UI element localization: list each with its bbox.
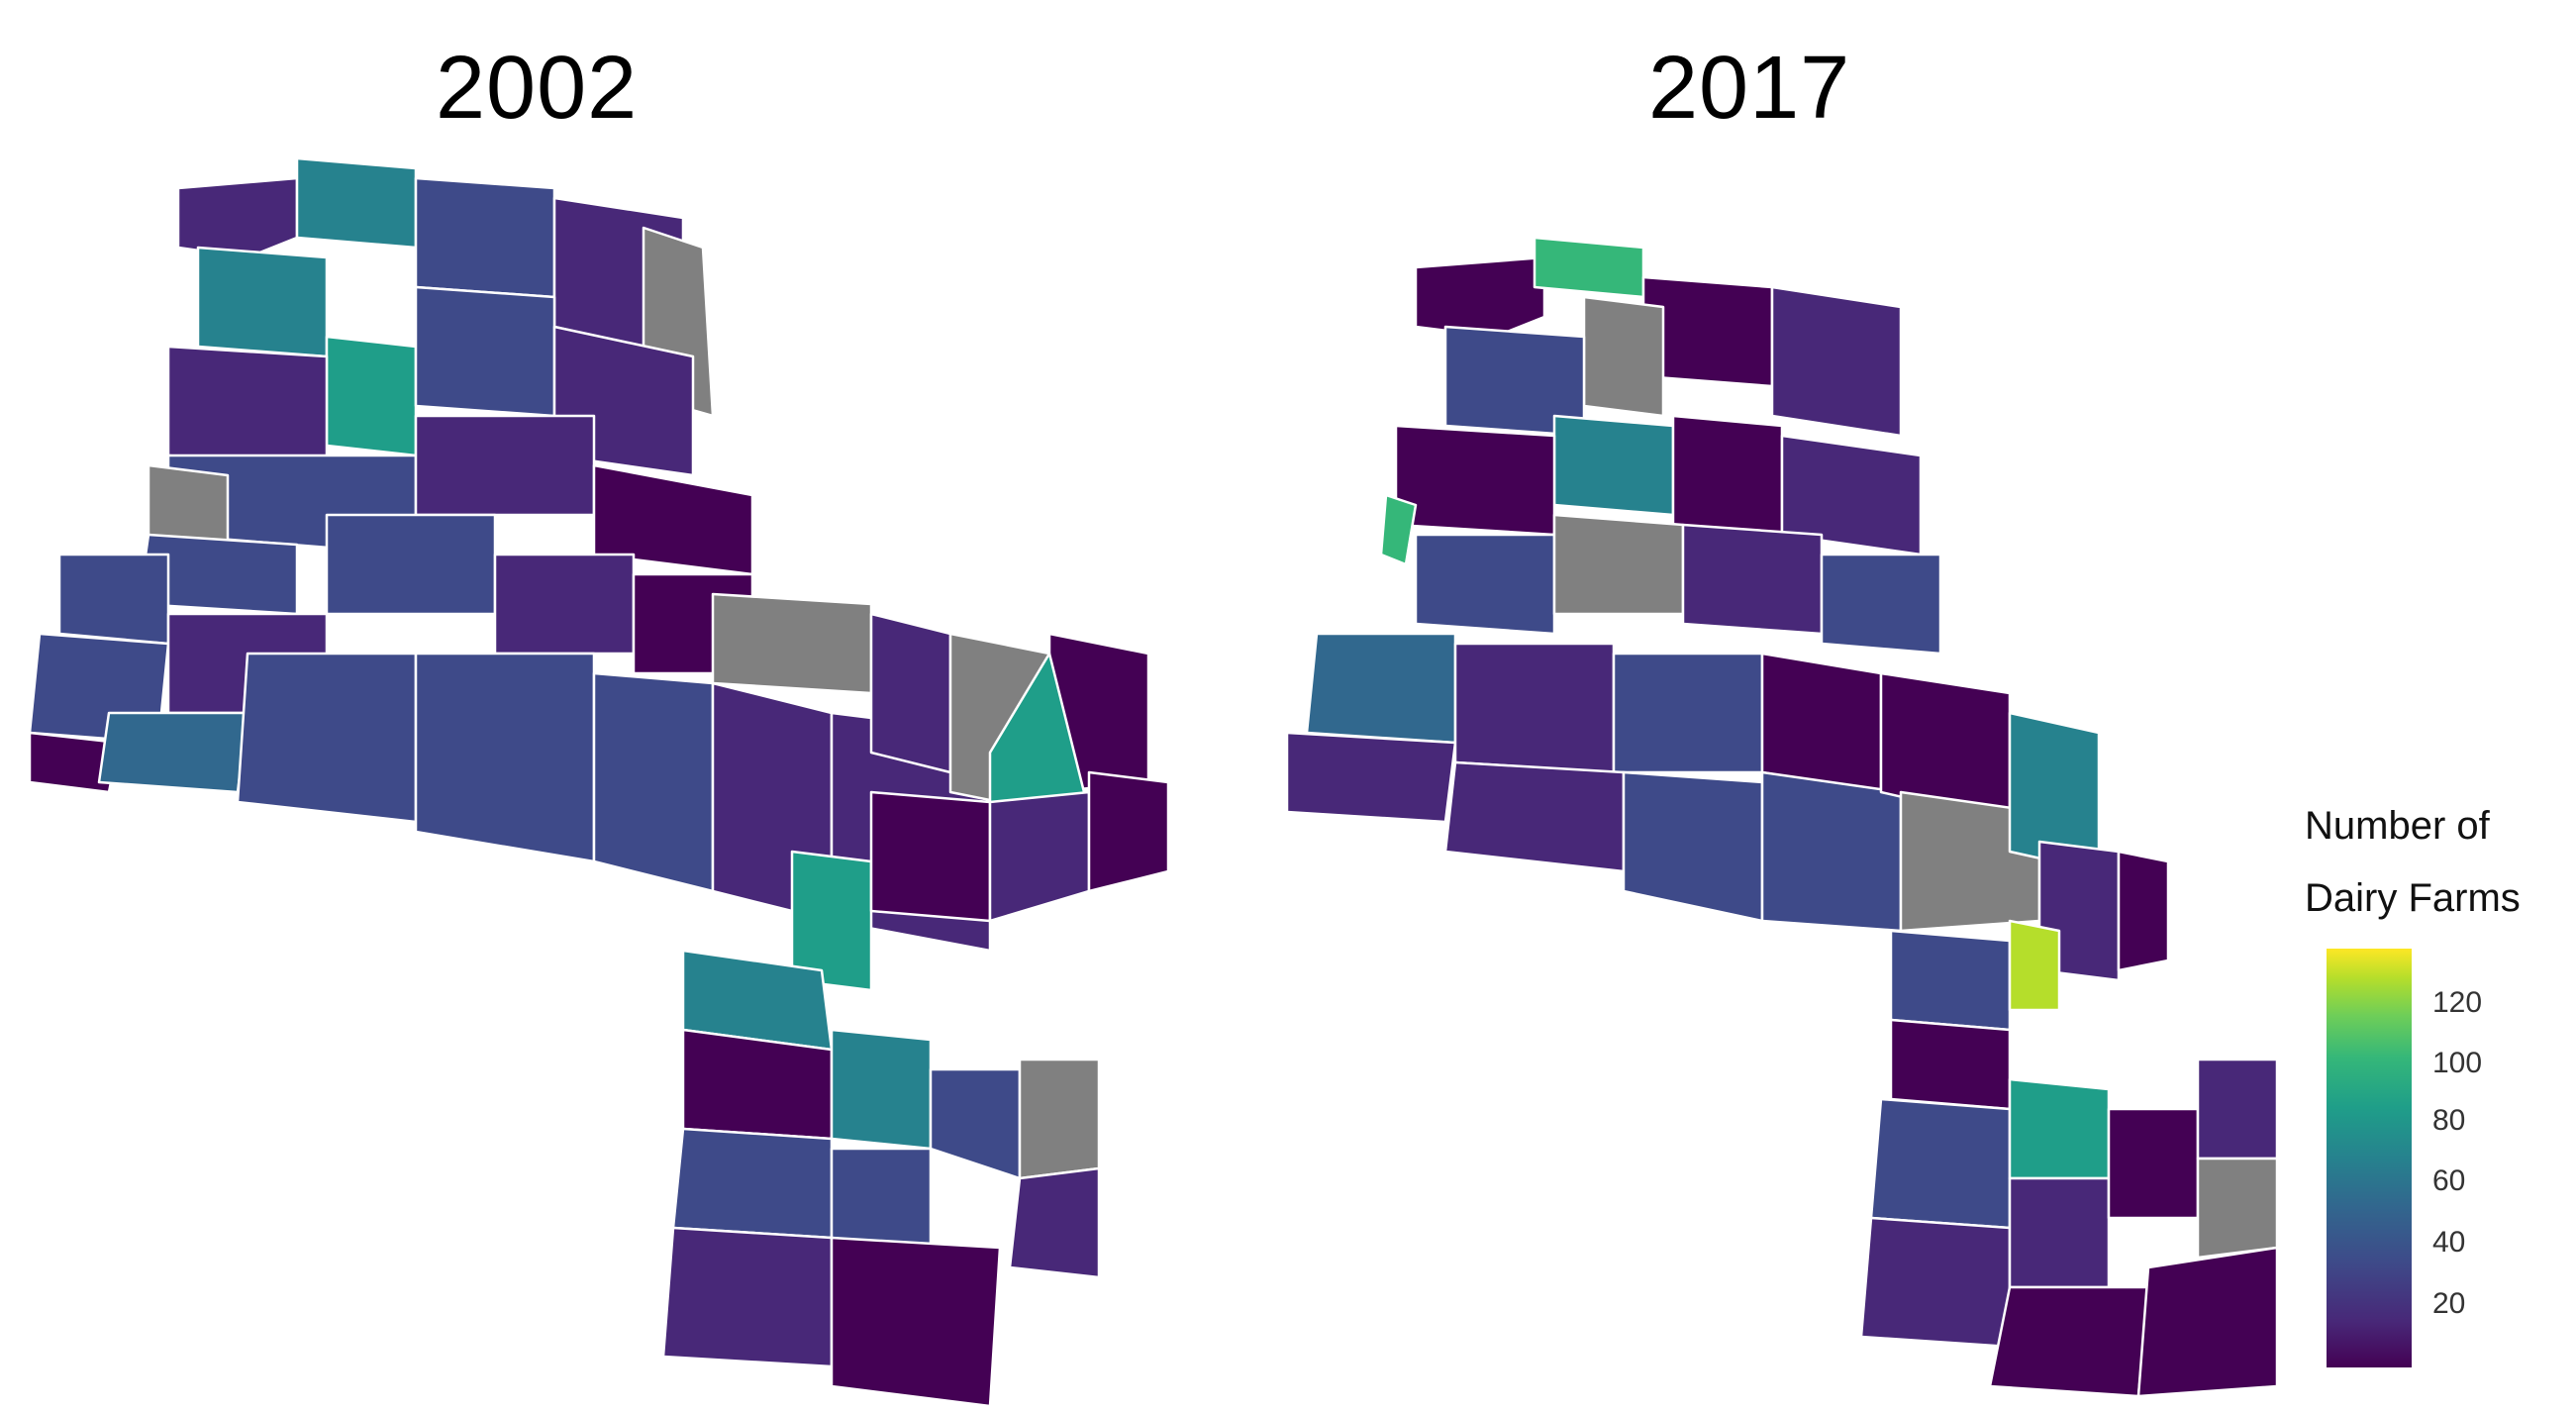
panel-title-2002: 2002	[436, 39, 639, 138]
county	[1760, 652, 1883, 794]
county	[176, 176, 299, 259]
county	[1414, 533, 1556, 636]
county	[1988, 1285, 2150, 1398]
county	[2008, 1077, 2111, 1180]
county	[1533, 236, 1645, 299]
legend-tick	[2412, 1181, 2426, 1183]
county	[1681, 523, 1824, 636]
county	[2196, 1058, 2279, 1161]
county	[1622, 770, 1764, 923]
legend-colorbar	[2327, 949, 2412, 1367]
county	[2107, 1107, 2200, 1220]
county	[28, 731, 121, 794]
legend-title-line2: Dairy Farms	[2305, 876, 2521, 920]
county	[1671, 414, 1784, 537]
legend-tick-label: 120	[2432, 986, 2483, 1019]
legend-tick-label: 80	[2432, 1104, 2466, 1137]
legend-tick	[2412, 1063, 2426, 1065]
county	[1770, 285, 1903, 438]
county	[1305, 632, 1457, 745]
county	[1859, 1216, 2012, 1349]
county	[830, 1236, 1002, 1408]
legend-tick-label: 40	[2432, 1226, 2466, 1259]
legend-title-line1: Number of	[2305, 804, 2490, 848]
county	[1379, 493, 1418, 566]
county	[1285, 731, 1457, 824]
legend-tick-label: 60	[2432, 1164, 2466, 1197]
county	[1443, 760, 1626, 873]
county	[1087, 770, 1170, 893]
county	[2136, 1246, 2279, 1398]
county	[1582, 295, 1665, 418]
county	[790, 850, 873, 992]
county	[1394, 424, 1556, 537]
legend-tick	[2412, 1306, 2426, 1308]
legend-tick	[2412, 1004, 2426, 1006]
county	[1869, 1097, 2012, 1230]
county	[1612, 652, 1764, 774]
panel-title-2017: 2017	[1648, 39, 1851, 138]
county	[2008, 1176, 2111, 1289]
county	[1889, 929, 2012, 1032]
county	[1760, 770, 1903, 933]
county	[1552, 414, 1675, 517]
legend-tick	[2412, 1121, 2426, 1123]
county	[1820, 553, 1942, 656]
legend-tick	[2412, 1243, 2426, 1245]
county	[2008, 919, 2061, 1012]
county	[2117, 850, 2170, 972]
county	[1552, 513, 1685, 616]
county	[1889, 1018, 2012, 1111]
legend-tick-label: 100	[2432, 1047, 2483, 1079]
county	[2196, 1157, 2279, 1260]
county	[1453, 642, 1616, 774]
county	[1008, 1166, 1101, 1279]
legend-tick-label: 20	[2432, 1287, 2466, 1320]
county	[1414, 255, 1546, 339]
